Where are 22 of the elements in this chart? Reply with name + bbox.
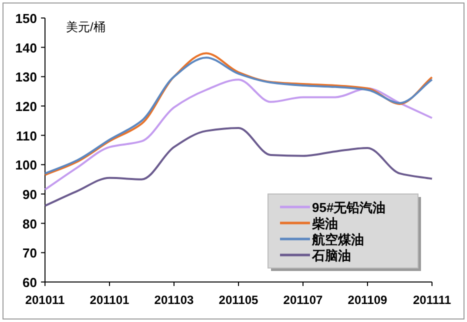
y-axis-title: 美元/桶 (66, 20, 106, 34)
y-tick-label: 150 (15, 11, 37, 26)
legend-label: 石脑油 (311, 248, 351, 263)
x-tick-label: 201011 (25, 293, 66, 307)
y-tick-label: 120 (15, 99, 37, 114)
y-tick-label: 60 (22, 275, 37, 290)
y-tick-label: 110 (16, 128, 37, 144)
y-tick-label: 70 (22, 246, 37, 261)
legend-label: 柴油 (311, 216, 338, 231)
x-tick-label: 201111 (412, 293, 452, 307)
legend-label: 95#无铅汽油 (312, 200, 386, 215)
y-tick-label: 80 (22, 216, 37, 232)
x-tick-label: 201107 (283, 293, 324, 307)
y-tick-label: 100 (15, 158, 37, 173)
legend-label: 航空煤油 (311, 232, 364, 247)
x-tick-label: 201109 (348, 293, 388, 307)
y-tick-label: 90 (22, 187, 37, 202)
x-tick-label: 201103 (154, 293, 194, 307)
x-tick-label: 201105 (218, 293, 259, 307)
y-tick-label: 140 (15, 40, 37, 56)
x-tick-label: 201101 (90, 293, 130, 307)
y-tick-label: 130 (15, 70, 37, 85)
